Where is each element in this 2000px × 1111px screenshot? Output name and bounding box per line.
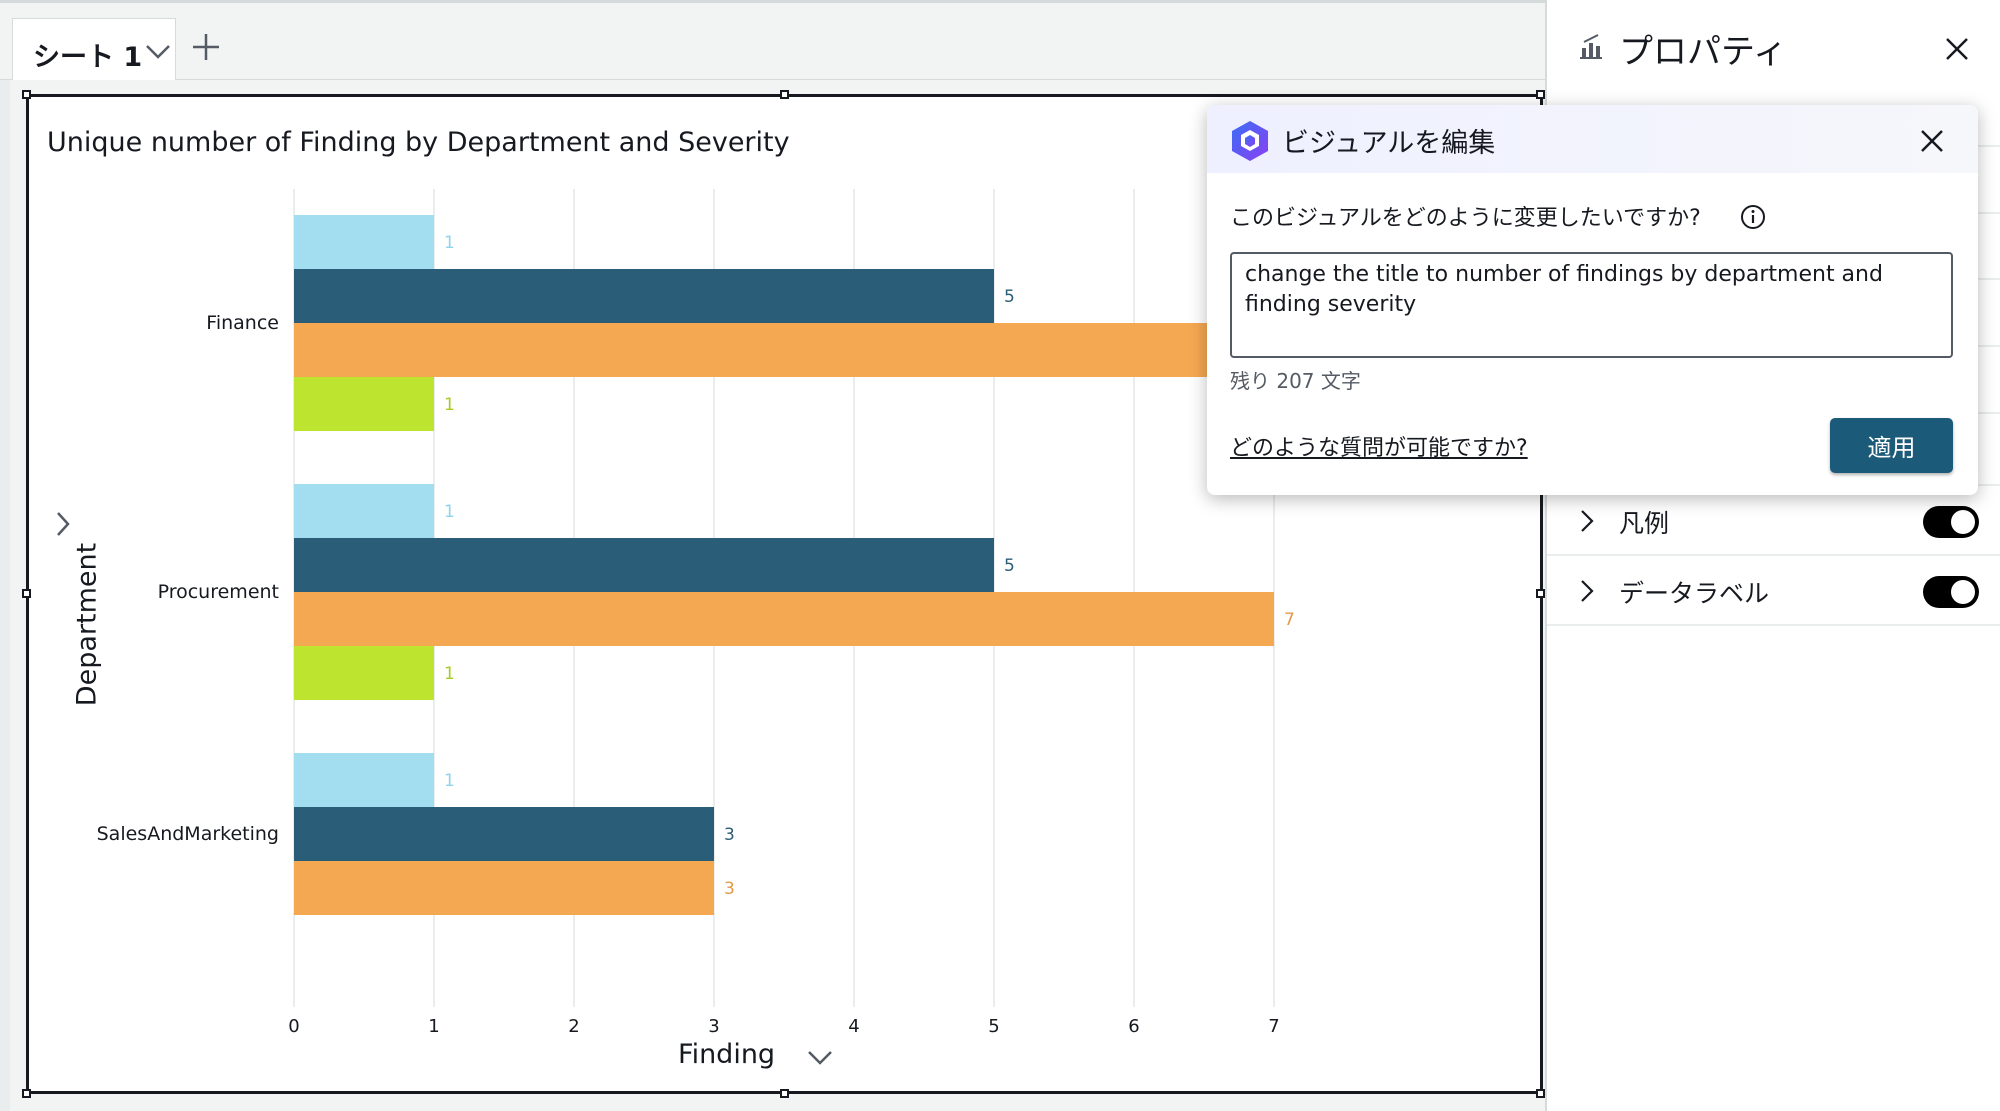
- property-legend[interactable]: 凡例: [1547, 486, 2000, 556]
- separator: [1967, 145, 2000, 147]
- resize-handle-middle-right[interactable]: [1536, 589, 1545, 598]
- x-tick-label: 3: [708, 1016, 719, 1037]
- close-icon[interactable]: [1944, 36, 1970, 62]
- separator: [1967, 484, 2000, 486]
- bar: [294, 646, 434, 700]
- q-assistant-icon: [1232, 121, 1268, 161]
- edit-visual-popup: ビジュアルを編集 このビジュアルをどのように変更したいですか? change t…: [1207, 105, 1978, 495]
- remaining-characters: 残り 207 文字: [1230, 369, 1361, 393]
- x-tick-label: 2: [568, 1016, 579, 1037]
- canvas-left-rail: [0, 80, 10, 1111]
- y-category-label: SalesAndMarketing: [97, 823, 279, 845]
- x-tick-label: 5: [988, 1016, 999, 1037]
- close-icon[interactable]: [1920, 129, 1944, 153]
- legend-toggle[interactable]: [1923, 506, 1979, 538]
- property-label: データラベル: [1619, 579, 1770, 608]
- info-icon[interactable]: [1740, 204, 1766, 230]
- bar: [294, 377, 434, 431]
- popup-title: ビジュアルを編集: [1282, 128, 1496, 159]
- resize-handle-top-right[interactable]: [1536, 90, 1545, 99]
- data-label: 1: [444, 664, 455, 684]
- resize-handle-middle-left[interactable]: [22, 589, 31, 598]
- chevron-down-icon[interactable]: [141, 41, 175, 63]
- x-tick-label: 7: [1268, 1016, 1279, 1037]
- separator: [1967, 412, 2000, 414]
- resize-handle-top-center[interactable]: [780, 90, 789, 99]
- sheet-tab-label: シート 1: [33, 42, 143, 73]
- y-category-label: Procurement: [158, 581, 279, 603]
- separator: [1967, 278, 2000, 280]
- data-label: 5: [1004, 556, 1015, 576]
- bar: [294, 753, 434, 807]
- chevron-down-icon[interactable]: [806, 1049, 834, 1067]
- bar: [294, 807, 714, 861]
- sheet-tab-bar: シート 1: [0, 0, 1545, 80]
- data-label: 3: [724, 879, 735, 899]
- chevron-right-icon[interactable]: [1579, 578, 1595, 604]
- help-questions-link[interactable]: どのような質問が可能ですか?: [1230, 436, 1528, 461]
- data-label: 1: [444, 395, 455, 415]
- resize-handle-bottom-center[interactable]: [780, 1089, 789, 1098]
- visual-container[interactable]: Unique number of Finding by Department a…: [26, 94, 1543, 1094]
- x-tick-label: 0: [288, 1016, 299, 1037]
- data-label: 1: [444, 233, 455, 253]
- visual-title[interactable]: Unique number of Finding by Department a…: [47, 127, 790, 158]
- data-labels-toggle[interactable]: [1923, 576, 1979, 608]
- data-label: 5: [1004, 287, 1015, 307]
- data-label: 3: [724, 825, 735, 845]
- x-tick-label: 1: [428, 1016, 439, 1037]
- bar: [294, 323, 1274, 377]
- x-axis-title[interactable]: Finding: [678, 1039, 776, 1070]
- bar-chart: 012345671571Finance1571Procurement133Sal…: [97, 189, 1295, 1037]
- separator: [1967, 345, 2000, 347]
- prompt-input[interactable]: change the title to number of findings b…: [1230, 252, 1953, 358]
- resize-handle-bottom-left[interactable]: [22, 1089, 31, 1098]
- x-tick-label: 4: [848, 1016, 859, 1037]
- apply-button[interactable]: 適用: [1830, 418, 1953, 473]
- sheet-tab[interactable]: シート 1: [12, 18, 176, 80]
- plus-icon[interactable]: [190, 31, 222, 63]
- y-category-label: Finance: [206, 312, 279, 334]
- chart-edit-icon: [1580, 34, 1602, 59]
- resize-handle-bottom-right[interactable]: [1536, 1089, 1545, 1098]
- bar: [294, 592, 1274, 646]
- chevron-right-icon[interactable]: [53, 509, 73, 539]
- bar: [294, 538, 994, 592]
- data-label: 1: [444, 771, 455, 791]
- bar: [294, 215, 434, 269]
- property-label: 凡例: [1619, 509, 1670, 538]
- bar: [294, 484, 434, 538]
- prompt-question-label: このビジュアルをどのように変更したいですか?: [1230, 206, 1701, 231]
- bar: [294, 861, 714, 915]
- x-tick-label: 6: [1128, 1016, 1139, 1037]
- properties-title: プロパティ: [1619, 32, 1787, 72]
- y-axis-title[interactable]: Department: [71, 542, 103, 707]
- data-label: 1: [444, 502, 455, 522]
- data-label: 7: [1284, 610, 1295, 630]
- resize-handle-top-left[interactable]: [22, 90, 31, 99]
- chevron-right-icon[interactable]: [1579, 508, 1595, 534]
- property-data-labels[interactable]: データラベル: [1547, 556, 2000, 626]
- popup-header: ビジュアルを編集: [1207, 105, 1978, 173]
- bar: [294, 269, 994, 323]
- separator: [1967, 212, 2000, 214]
